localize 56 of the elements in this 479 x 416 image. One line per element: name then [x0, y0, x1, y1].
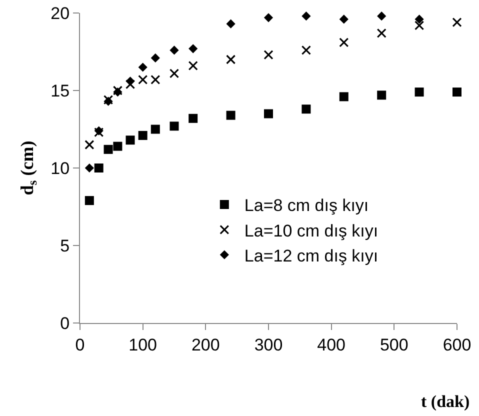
point — [126, 136, 135, 145]
point — [339, 38, 349, 48]
point — [414, 88, 424, 97]
x-tick-label: 400 — [317, 335, 346, 354]
point — [138, 74, 148, 84]
point — [169, 68, 180, 78]
point — [84, 163, 94, 173]
point — [339, 14, 348, 24]
point — [94, 164, 104, 172]
point — [170, 122, 179, 131]
x-axis-title: t (dak) — [421, 392, 470, 411]
point — [226, 19, 236, 28]
x-tick-label: 300 — [254, 335, 283, 354]
y-tick-label: 5 — [60, 236, 70, 256]
legend-label: La=10 cm dış kıyı — [244, 221, 378, 240]
x-tick-label: 100 — [128, 335, 158, 354]
point — [138, 62, 148, 72]
point — [113, 142, 122, 151]
point — [150, 74, 160, 84]
legend-label: La=12 cm dış kıyı — [244, 246, 378, 266]
point — [84, 140, 94, 150]
point — [104, 144, 113, 154]
point — [377, 90, 386, 100]
point — [302, 12, 311, 21]
point — [188, 44, 198, 54]
y-tick-label: 15 — [50, 81, 70, 100]
point — [264, 50, 274, 60]
point — [264, 13, 274, 22]
point — [138, 130, 148, 140]
point — [264, 109, 273, 118]
point — [226, 110, 236, 120]
y-tick-label: 10 — [50, 158, 70, 178]
point — [188, 114, 198, 123]
point — [125, 80, 136, 90]
point — [414, 20, 424, 30]
point — [452, 18, 462, 28]
point — [226, 54, 236, 64]
point — [376, 28, 386, 38]
x-tick-label: 500 — [380, 335, 408, 354]
x-tick-label: 0 — [75, 335, 85, 354]
point — [150, 53, 160, 62]
point — [301, 45, 311, 55]
y-tick-label: 0 — [60, 314, 70, 333]
legend-label: La=8 cm dış kıyı — [244, 196, 369, 216]
point — [339, 92, 348, 102]
point — [84, 196, 94, 206]
point — [377, 12, 386, 21]
point — [188, 60, 198, 70]
point — [150, 124, 160, 134]
point — [414, 14, 424, 24]
y-tick-label: 20 — [50, 4, 70, 23]
point — [452, 88, 462, 97]
x-tick-label: 200 — [191, 335, 220, 354]
point — [170, 46, 179, 55]
point — [302, 104, 311, 114]
x-tick-label: 600 — [442, 335, 472, 354]
